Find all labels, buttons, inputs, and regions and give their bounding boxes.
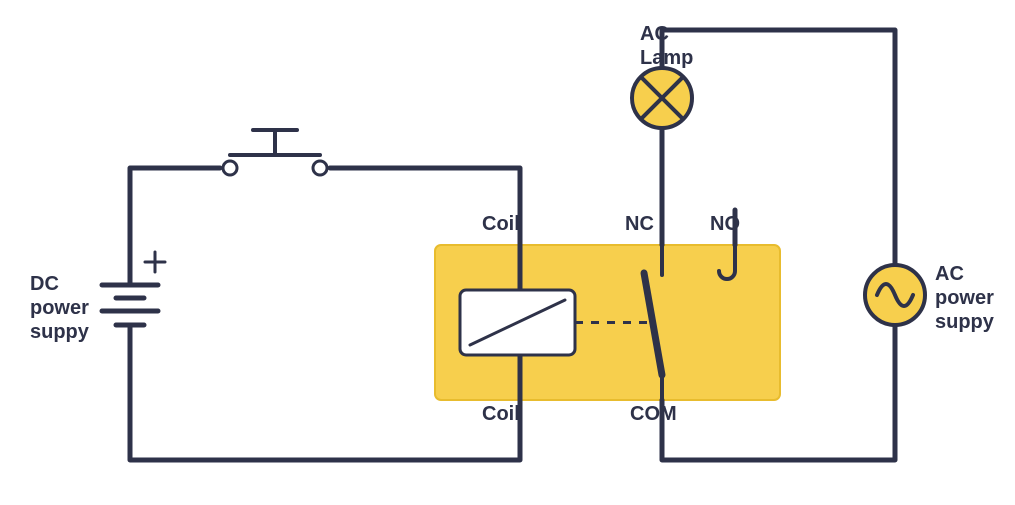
label-coil-bot: Coil	[482, 403, 520, 425]
label-lamp-l1: AC	[640, 23, 669, 45]
label-com: COM	[630, 403, 677, 425]
switch-terminal-right	[313, 161, 327, 175]
label-dc-l2: power	[30, 297, 89, 319]
label-no: NO	[710, 213, 740, 235]
label-ac-l1: AC	[935, 263, 964, 285]
label-ac-l3: suppy	[935, 311, 995, 333]
label-lamp-l2: Lamp	[640, 47, 693, 69]
switch-terminal-left	[223, 161, 237, 175]
label-coil-top: Coil	[482, 213, 520, 235]
label-dc-l1: DC	[30, 273, 59, 295]
label-ac-l2: power	[935, 287, 994, 309]
wire-lamp-to-acsource	[662, 30, 895, 265]
label-nc: NC	[625, 213, 654, 235]
label-dc-l3: suppy	[30, 321, 90, 343]
relay-circuit-diagram: DCpowersuppyACpowersuppyACLampCoilCoilNC…	[0, 0, 1015, 505]
wire-dc-top-left	[130, 168, 220, 285]
